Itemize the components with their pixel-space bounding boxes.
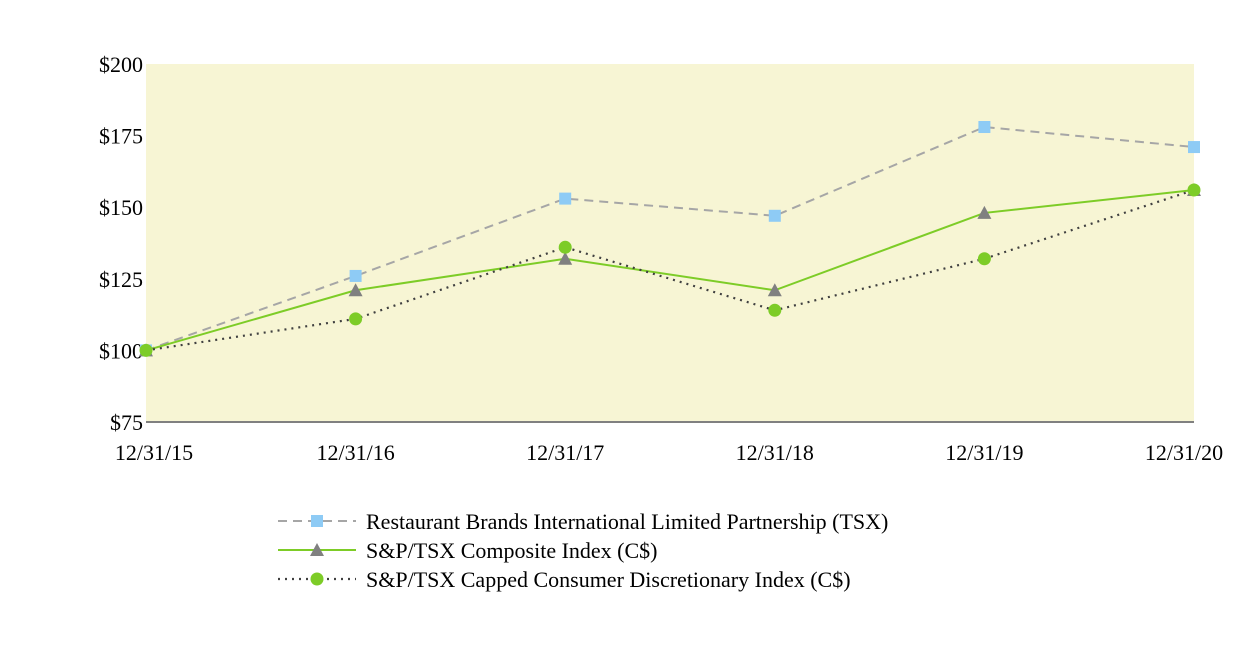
series-line-1 [145,125,1195,352]
legend-entry: S&P/TSX Composite Index (C$) [278,538,658,563]
legend: Restaurant Brands International Limited … [278,509,888,592]
data-point-series-3 [558,240,572,254]
data-point-series-2 [767,283,782,297]
legend-marker [311,515,323,527]
y-tick-label: $100 [99,338,143,363]
data-point-series-3 [1187,183,1201,197]
y-tick-label: $150 [99,195,143,220]
x-tick-label: 12/31/16 [316,440,394,465]
data-point-series-3 [349,312,363,326]
data-point-series-3 [139,343,153,357]
series-line-3 [145,188,1195,352]
data-point-series-1 [559,192,572,205]
data-point-series-1 [978,121,991,134]
y-axis: $75 $100 $125 $150 $175 $200 [99,52,143,435]
data-point-series-3 [977,252,991,266]
y-tick-label: $125 [99,267,143,292]
data-point-series-2 [558,251,573,265]
data-point-series-1 [1188,141,1200,154]
x-tick-label: 12/31/15 [115,440,193,465]
data-point-series-3 [768,303,782,317]
x-tick-label: 12/31/19 [945,440,1023,465]
data-point-series-2 [348,283,363,297]
y-tick-label: $200 [99,52,143,77]
legend-marker [310,572,324,586]
series-line-2 [145,189,1195,352]
data-point-series-1 [768,209,781,222]
x-tick-label: 12/31/18 [736,440,814,465]
x-tick-label: 12/31/17 [526,440,604,465]
data-point-series-2 [977,205,992,219]
legend-entry: Restaurant Brands International Limited … [278,509,888,534]
legend-entry: S&P/TSX Capped Consumer Discretionary In… [278,567,851,592]
legend-label: S&P/TSX Capped Consumer Discretionary In… [366,567,851,592]
y-tick-label: $75 [110,410,143,435]
legend-label: Restaurant Brands International Limited … [366,509,888,534]
legend-label: S&P/TSX Composite Index (C$) [366,538,658,563]
y-tick-label: $175 [99,124,143,149]
series-markers [139,121,1201,357]
plot-background [146,64,1194,422]
x-axis: 12/31/15 12/31/16 12/31/17 12/31/18 12/31/19… [115,440,1223,465]
x-tick-label: 12/31/20 [1145,440,1223,465]
data-point-series-1 [349,269,362,282]
series-lines [145,125,1195,352]
legend-marker [310,543,324,556]
